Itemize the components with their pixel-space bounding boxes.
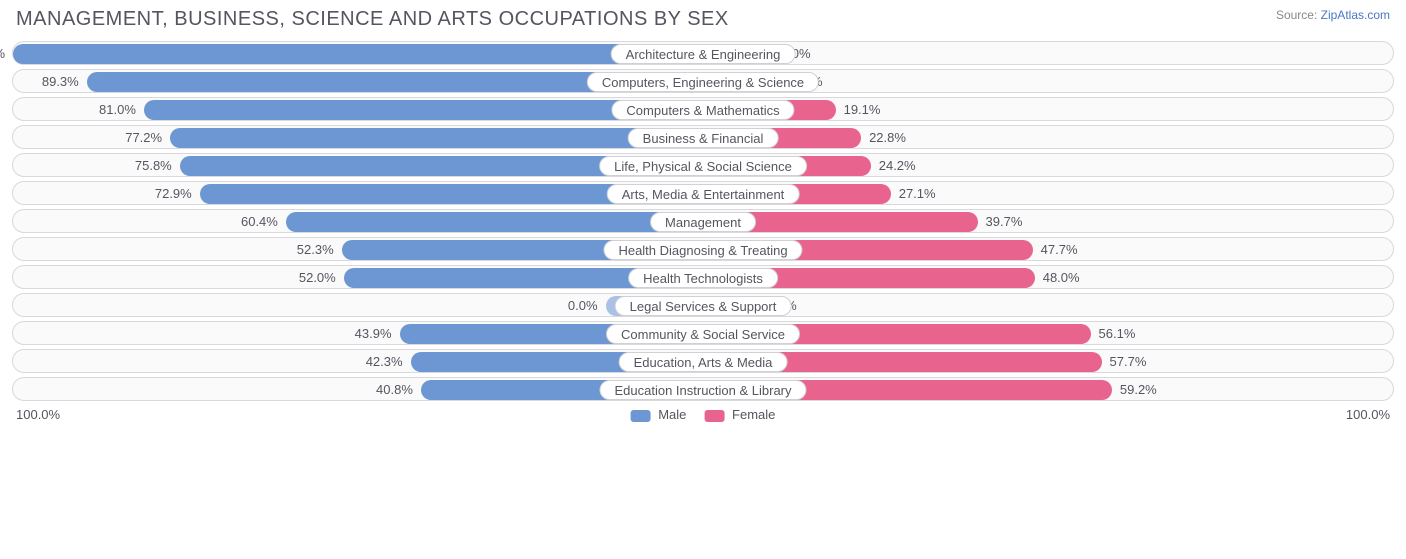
category-label: Education Instruction & Library — [599, 380, 806, 400]
bar-male — [286, 212, 702, 232]
chart-row: 60.4% 39.7% Management — [12, 209, 1394, 233]
category-label: Health Diagnosing & Treating — [603, 240, 802, 260]
row-track: 89.3%10.7%Computers, Engineering & Scien… — [12, 69, 1394, 93]
category-label: Management — [650, 212, 756, 232]
occupations-by-sex-chart: MANAGEMENT, BUSINESS, SCIENCE AND ARTS O… — [0, 0, 1406, 435]
chart-row: 81.0% 19.1% Computers & Mathematics — [12, 97, 1394, 121]
value-label-male: 72.9% — [155, 182, 192, 206]
category-label: Community & Social Service — [606, 324, 800, 344]
chart-row: 100.0%0.0%Architecture & Engineering — [12, 41, 1394, 65]
value-label-male: 0.0% — [568, 294, 598, 318]
chart-row: 0.0%0.0%Legal Services & Support — [12, 293, 1394, 317]
title-row: MANAGEMENT, BUSINESS, SCIENCE AND ARTS O… — [12, 8, 1394, 31]
row-track: 77.2% 22.8% Business & Financial — [12, 125, 1394, 149]
row-track: 42.3% 57.7% Education, Arts & Media — [12, 349, 1394, 373]
value-label-male: 100.0% — [0, 42, 5, 66]
category-label: Architecture & Engineering — [611, 44, 796, 64]
axis-max-right: 100.0% — [1346, 407, 1390, 422]
row-track: 0.0%0.0%Legal Services & Support — [12, 293, 1394, 317]
row-track: 43.9% 56.1% Community & Social Service — [12, 321, 1394, 345]
value-label-male: 40.8% — [376, 378, 413, 402]
source-attribution: Source: ZipAtlas.com — [1276, 8, 1390, 22]
category-label: Computers, Engineering & Science — [587, 72, 819, 92]
value-label-female: 27.1% — [899, 182, 936, 206]
row-track: 52.3% 47.7% Health Diagnosing & Treating — [12, 237, 1394, 261]
bar-male — [13, 44, 702, 64]
bar-male — [170, 128, 702, 148]
chart-row: 75.8% 24.2% Life, Physical & Social Scienc… — [12, 153, 1394, 177]
value-label-female: 19.1% — [844, 98, 881, 122]
swatch-female — [704, 410, 724, 422]
chart-rows: 100.0%0.0%Architecture & Engineering 89.3… — [12, 41, 1394, 401]
chart-row: 52.0% 48.0% Health Technologists — [12, 265, 1394, 289]
row-track: 81.0% 19.1% Computers & Mathematics — [12, 97, 1394, 121]
value-label-female: 39.7% — [986, 210, 1023, 234]
value-label-female: 22.8% — [869, 126, 906, 150]
row-track: 72.9% 27.1% Arts, Media & Entertainment — [12, 181, 1394, 205]
source-link[interactable]: ZipAtlas.com — [1321, 8, 1390, 22]
legend-label-male: Male — [658, 407, 686, 422]
chart-row: 89.3%10.7%Computers, Engineering & Scien… — [12, 69, 1394, 93]
chart-row: 52.3% 47.7% Health Diagnosing & Treating — [12, 237, 1394, 261]
category-label: Business & Financial — [628, 128, 779, 148]
category-label: Health Technologists — [628, 268, 778, 288]
value-label-male: 89.3% — [42, 70, 79, 94]
value-label-female: 59.2% — [1120, 378, 1157, 402]
value-label-male: 43.9% — [355, 322, 392, 346]
chart-row: 43.9% 56.1% Community & Social Service — [12, 321, 1394, 345]
legend-label-female: Female — [732, 407, 775, 422]
axis-row: 100.0% Male Female 100.0% — [12, 407, 1394, 427]
value-label-male: 75.8% — [135, 154, 172, 178]
legend-item-female: Female — [704, 407, 775, 422]
legend: Male Female — [631, 407, 776, 422]
value-label-female: 47.7% — [1041, 238, 1078, 262]
category-label: Computers & Mathematics — [611, 100, 794, 120]
row-track: 52.0% 48.0% Health Technologists — [12, 265, 1394, 289]
value-label-female: 24.2% — [879, 154, 916, 178]
chart-row: 72.9% 27.1% Arts, Media & Entertainment — [12, 181, 1394, 205]
row-track: 40.8% 59.2% Education Instruction & Librar… — [12, 377, 1394, 401]
category-label: Life, Physical & Social Science — [599, 156, 807, 176]
source-label: Source: — [1276, 8, 1317, 22]
category-label: Education, Arts & Media — [619, 352, 788, 372]
value-label-male: 52.3% — [297, 238, 334, 262]
value-label-male: 52.0% — [299, 266, 336, 290]
legend-item-male: Male — [631, 407, 687, 422]
value-label-male: 81.0% — [99, 98, 136, 122]
chart-row: 77.2% 22.8% Business & Financial — [12, 125, 1394, 149]
value-label-male: 77.2% — [125, 126, 162, 150]
category-label: Arts, Media & Entertainment — [607, 184, 800, 204]
swatch-male — [631, 410, 651, 422]
axis-max-left: 100.0% — [16, 407, 60, 422]
value-label-female: 48.0% — [1043, 266, 1080, 290]
chart-row: 40.8% 59.2% Education Instruction & Librar… — [12, 377, 1394, 401]
value-label-female: 57.7% — [1110, 350, 1147, 374]
chart-row: 42.3% 57.7% Education, Arts & Media — [12, 349, 1394, 373]
chart-title: MANAGEMENT, BUSINESS, SCIENCE AND ARTS O… — [16, 8, 729, 31]
value-label-female: 56.1% — [1099, 322, 1136, 346]
category-label: Legal Services & Support — [615, 296, 792, 316]
row-track: 75.8% 24.2% Life, Physical & Social Scienc… — [12, 153, 1394, 177]
row-track: 100.0%0.0%Architecture & Engineering — [12, 41, 1394, 65]
value-label-male: 60.4% — [241, 210, 278, 234]
row-track: 60.4% 39.7% Management — [12, 209, 1394, 233]
value-label-male: 42.3% — [366, 350, 403, 374]
